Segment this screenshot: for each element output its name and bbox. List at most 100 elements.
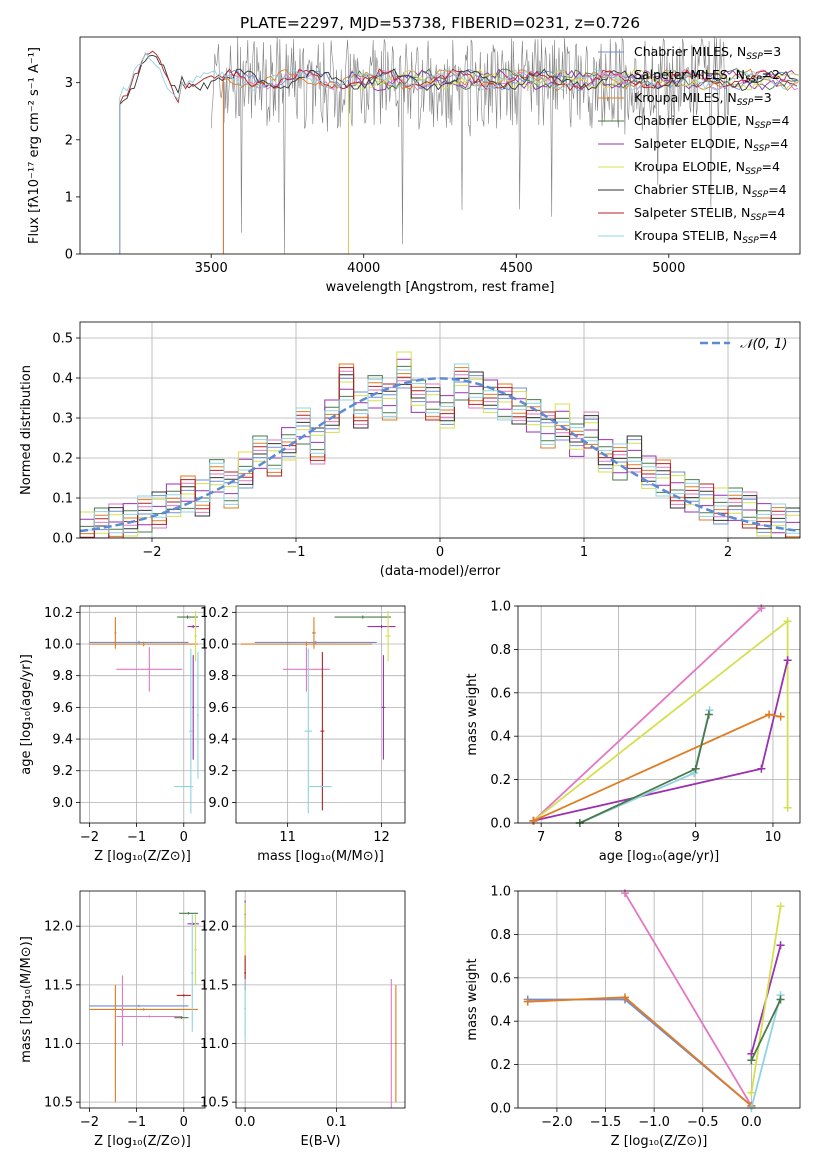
data-marker	[776, 941, 785, 950]
panel-2: −2 −1 0 9.0 9.2 9.4 9.6 9.8 10.0 10.2 Z [log₁₀(Z/Z…	[19, 605, 206, 864]
x-tick-label: 5000	[652, 261, 685, 276]
y-tick-label: 0.2	[490, 773, 511, 788]
y-tick-label: 1	[65, 190, 73, 205]
plot-frame	[517, 605, 801, 824]
y-tick-label: 0	[65, 248, 73, 263]
x-tick-label: −2	[80, 1115, 99, 1130]
y-tick-label: 1.0	[490, 600, 511, 615]
series-line	[533, 660, 789, 822]
x-tick-label: −1	[127, 830, 146, 845]
panel-7: −2.0 −1.5 −1.0 −0.5 0.0 0.0 0.2 0.4 0.6 0.8 1.0 Z […	[465, 885, 801, 1149]
model-spectrum	[80, 68, 799, 254]
panel-1: −2 −1 0 1 2 0.0 0.1 0.2 0.3 0.4 0.5 (data-model)/er…	[19, 321, 801, 579]
x-tick-label: 8	[614, 830, 622, 845]
y-tick-label: 0.1	[52, 492, 73, 507]
x-tick-label: 4000	[347, 261, 380, 276]
plot-frame	[235, 890, 406, 1109]
histogram-series	[80, 363, 800, 538]
y-tick-label: 9.0	[52, 796, 73, 811]
normal-curve	[80, 377, 800, 533]
y-tick-label: 9.8	[208, 669, 229, 684]
y-tick-label: 9.6	[52, 701, 73, 716]
model-spectrum	[80, 51, 798, 254]
x-tick-label: −2	[142, 545, 161, 560]
plot-frame	[79, 890, 206, 1109]
y-axis-label: Flux [fλ10⁻¹⁷ erg cm⁻² s⁻¹ A⁻¹]	[27, 47, 42, 244]
y-tick-label: 0.8	[490, 928, 511, 943]
y-tick-label: 0.3	[52, 412, 73, 427]
x-tick-label: 3500	[195, 261, 228, 276]
x-tick-label: 4500	[500, 261, 533, 276]
weight-lines	[523, 889, 785, 1112]
series-line	[532, 619, 789, 822]
x-tick-label: 2	[724, 545, 732, 560]
y-tick-label: 11.0	[44, 1037, 73, 1052]
plot-frame	[517, 890, 801, 1109]
data-marker	[523, 997, 532, 1006]
series-line	[750, 999, 782, 1061]
y-axis-label: mass weight	[465, 958, 480, 1040]
y-axis-label: mass [log₁₀(M/M⊙)]	[19, 936, 34, 1063]
x-tick-label: −2	[80, 830, 99, 845]
x-axis-label: wavelength [Angstrom, rest frame]	[326, 280, 555, 295]
y-tick-label: 0.0	[52, 532, 73, 547]
data-marker	[757, 604, 766, 613]
y-tick-label: 9.4	[208, 733, 229, 748]
y-tick-label: 11.5	[200, 978, 229, 993]
data-marker	[747, 1056, 756, 1065]
x-tick-label: 9	[692, 830, 700, 845]
data-marker	[620, 993, 629, 1002]
x-axis-label: Z [log₁₀(Z/Z⊙)]	[94, 1134, 191, 1149]
legend-label: Chabrier MILES, NSSP=3	[634, 44, 781, 62]
y-tick-label: 3	[65, 76, 73, 91]
x-tick-label: 1	[580, 545, 588, 560]
data-marker	[529, 816, 538, 825]
y-tick-label: 0.0	[490, 1102, 511, 1117]
data-marker	[783, 656, 792, 665]
x-tick-label: −1.5	[590, 1115, 622, 1130]
y-tick-label: 0.2	[490, 1058, 511, 1073]
y-tick-label: 12.0	[200, 920, 229, 935]
y-axis-label: Normed distribution	[19, 365, 34, 495]
panel-3: 11 12 9.0 9.2 9.4 9.6 9.8 10.0 10.2 mass [log₁₀(M…	[200, 605, 406, 864]
y-tick-label: 0.8	[490, 643, 511, 658]
legend-label: Chabrier STELIB, NSSP=4	[634, 182, 787, 200]
y-tick-label: 11.5	[44, 978, 73, 993]
legend-label: Chabrier ELODIE, NSSP=4	[634, 113, 789, 131]
model-spectrum	[80, 68, 799, 254]
data-marker	[704, 710, 713, 719]
y-tick-label: 9.2	[208, 764, 229, 779]
data-marker	[776, 995, 785, 1004]
y-tick-label: 1.0	[490, 885, 511, 900]
legend-label: Kroupa MILES, NSSP=3	[634, 90, 772, 108]
y-tick-label: 0.4	[490, 730, 511, 745]
x-tick-label: −0.5	[687, 1115, 719, 1130]
error-crosses	[89, 610, 199, 814]
legend: Chabrier MILES, NSSP=3 Salpeter MILES, NS…	[598, 44, 789, 246]
x-tick-label: 10	[765, 830, 782, 845]
y-tick-label: 2	[65, 133, 73, 148]
data-marker	[620, 889, 629, 898]
error-crosses	[244, 900, 397, 1108]
legend-label: Kroupa STELIB, NSSP=4	[634, 228, 777, 246]
y-tick-label: 12.0	[44, 920, 73, 935]
data-marker	[783, 803, 792, 812]
legend-label: Salpeter MILES, NSSP=2	[634, 67, 780, 85]
legend-label: Kroupa ELODIE, NSSP=4	[634, 159, 780, 177]
y-tick-label: 0.6	[490, 971, 511, 986]
y-tick-label: 0.0	[490, 817, 511, 832]
model-spectrum	[80, 69, 799, 254]
y-tick-label: 9.2	[52, 764, 73, 779]
model-spectrum	[80, 67, 799, 254]
y-tick-label: 0.4	[52, 372, 73, 387]
y-tick-label: 0.4	[490, 1015, 511, 1030]
x-axis-label: age [log₁₀(age/yr)]	[599, 849, 720, 864]
panel-4: 7 8 9 10 0.0 0.2 0.4 0.6 0.8 1.0 age [log₁₀(age/yr…	[465, 600, 801, 864]
x-tick-label: 12	[373, 830, 390, 845]
data-marker	[783, 617, 792, 626]
x-tick-label: 0.0	[741, 1115, 762, 1130]
series-line	[527, 998, 752, 1107]
chart-title: PLATE=2297, MJD=53738, FIBERID=0231, z=0…	[240, 14, 640, 32]
x-tick-label: −1	[127, 1115, 146, 1130]
